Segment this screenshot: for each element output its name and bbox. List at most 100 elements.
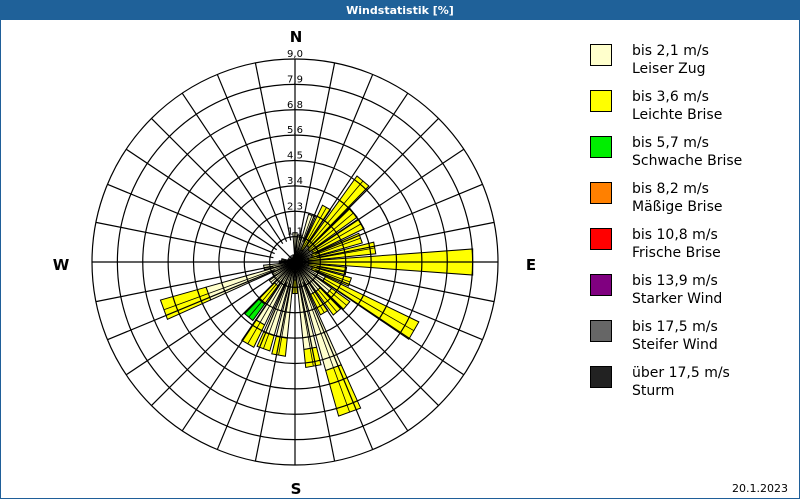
- ring-label: 6,8: [287, 100, 303, 111]
- legend-item: bis 2,1 m/s Leiser Zug: [590, 42, 790, 88]
- legend-speed: bis 17,5 m/s: [632, 319, 718, 335]
- grid-spoke: [95, 221, 274, 259]
- legend-name: Leiser Zug: [632, 61, 706, 77]
- grid-spoke: [95, 265, 274, 303]
- grid-spoke: [254, 283, 292, 462]
- grid-spoke: [125, 273, 278, 376]
- grid-spoke: [312, 273, 465, 376]
- wind-bar-axis: [278, 261, 296, 356]
- grid-spoke: [107, 183, 275, 255]
- ring-label: 5,6: [287, 125, 303, 136]
- legend-item: bis 8,2 m/s Mäßige Brise: [590, 180, 790, 226]
- legend-swatch: [590, 320, 612, 342]
- legend-name: Mäßige Brise: [632, 199, 723, 215]
- legend-speed: bis 3,6 m/s: [632, 89, 709, 105]
- legend-item: bis 3,6 m/s Leichte Brise: [590, 88, 790, 134]
- window-title: Windstatistik [%]: [0, 0, 800, 20]
- grid-spoke: [107, 269, 275, 341]
- wind-bar-axis: [247, 261, 296, 345]
- grid-spoke: [316, 265, 495, 303]
- legend-name: Steifer Wind: [632, 337, 718, 353]
- wind-rose-chart: 1,1 2,3 3,4 4,5 5,6 6,8 7,9 9,0 N E S W: [53, 28, 536, 498]
- grid-spoke: [254, 62, 292, 241]
- wind-bar-axis: [294, 261, 314, 367]
- wind-bar-axis: [294, 207, 327, 263]
- legend-swatch: [590, 44, 612, 66]
- grid-spoke: [302, 282, 374, 450]
- wind-bar-axis: [294, 247, 376, 263]
- grid-spoke: [125, 148, 278, 251]
- legend-swatch: [590, 228, 612, 250]
- grid-spoke: [315, 183, 483, 255]
- legend-speed: bis 2,1 m/s: [632, 43, 709, 59]
- wind-bar-axis: [294, 261, 348, 306]
- wind-bar-axis: [294, 261, 351, 413]
- wind-bar-segment: [241, 319, 266, 348]
- legend-swatch: [590, 136, 612, 158]
- wind-bar-axis: [163, 261, 296, 311]
- legend-item: bis 10,8 m/s Frische Brise: [590, 226, 790, 272]
- legend-item: bis 17,5 m/s Steifer Wind: [590, 318, 790, 364]
- date-label: 20.1.2023: [732, 482, 788, 495]
- legend-name: Sturm: [632, 383, 675, 399]
- legend-speed: bis 8,2 m/s: [632, 181, 709, 197]
- wind-bar-axis: [294, 223, 362, 263]
- legend: bis 2,1 m/s Leiser Zug bis 3,6 m/s Leichte…: [590, 42, 790, 410]
- legend-swatch: [590, 274, 612, 296]
- grid-spoke: [181, 92, 284, 245]
- direction-label-north: N: [290, 28, 303, 46]
- grid-spoke: [312, 148, 465, 251]
- ring-label: 1,1: [287, 227, 303, 238]
- wind-bar-axis: [262, 261, 296, 350]
- grid-spoke: [216, 74, 288, 242]
- legend-speed: bis 13,9 m/s: [632, 273, 718, 289]
- legend-speed: über 17,5 m/s: [632, 365, 730, 381]
- direction-label-east: E: [526, 256, 536, 274]
- wind-bar-axis: [294, 212, 355, 263]
- wind-bar-axis: [294, 261, 415, 332]
- wind-bar-axis: [294, 261, 351, 283]
- grid-spoke: [151, 261, 296, 406]
- direction-label-west: W: [53, 256, 70, 274]
- legend-name: Frische Brise: [632, 245, 721, 261]
- grid-spoke: [302, 74, 374, 242]
- grid-spoke: [298, 62, 336, 241]
- wind-bar-axis: [294, 237, 361, 263]
- wind-bar-axis: [294, 261, 338, 313]
- wind-bar-axis: [294, 261, 325, 313]
- wind-bar-axis: [248, 261, 296, 318]
- grid-spoke: [306, 279, 409, 432]
- grid-spoke: [294, 118, 439, 263]
- ring-label: 7,9: [287, 74, 303, 85]
- wind-bar-segment: [159, 286, 212, 321]
- ring-label: 4,5: [287, 151, 303, 162]
- wind-bar-axis: [294, 180, 364, 263]
- ring-labels: 1,1 2,3 3,4 4,5 5,6 6,8 7,9 9,0: [287, 49, 303, 238]
- grid-spoke: [316, 221, 495, 259]
- grid-spoke: [181, 279, 284, 432]
- ring-label: 9,0: [287, 49, 303, 60]
- grid-spoke: [306, 92, 409, 245]
- legend-item: bis 5,7 m/s Schwache Brise: [590, 134, 790, 180]
- grid-spoke: [315, 269, 483, 341]
- grid-spoke: [294, 261, 439, 406]
- legend-name: Schwache Brise: [632, 153, 743, 169]
- wind-rose-bars: [159, 175, 474, 417]
- legend-item: bis 13,9 m/s Starker Wind: [590, 272, 790, 318]
- direction-label-south: S: [291, 480, 302, 498]
- ring-label: 2,3: [287, 201, 303, 212]
- wind-rose-grid: [91, 58, 499, 466]
- legend-swatch: [590, 366, 612, 388]
- legend-swatch: [590, 182, 612, 204]
- grid-spoke: [216, 282, 288, 450]
- legend-swatch: [590, 90, 612, 112]
- ring-label: 3,4: [287, 176, 303, 187]
- center-hub: [291, 258, 299, 266]
- grid-spoke: [151, 118, 296, 263]
- legend-name: Starker Wind: [632, 291, 723, 307]
- legend-item: über 17,5 m/s Sturm: [590, 364, 790, 410]
- legend-speed: bis 5,7 m/s: [632, 135, 709, 151]
- grid-spoke: [298, 283, 336, 462]
- wind-bar-axis: [294, 215, 313, 263]
